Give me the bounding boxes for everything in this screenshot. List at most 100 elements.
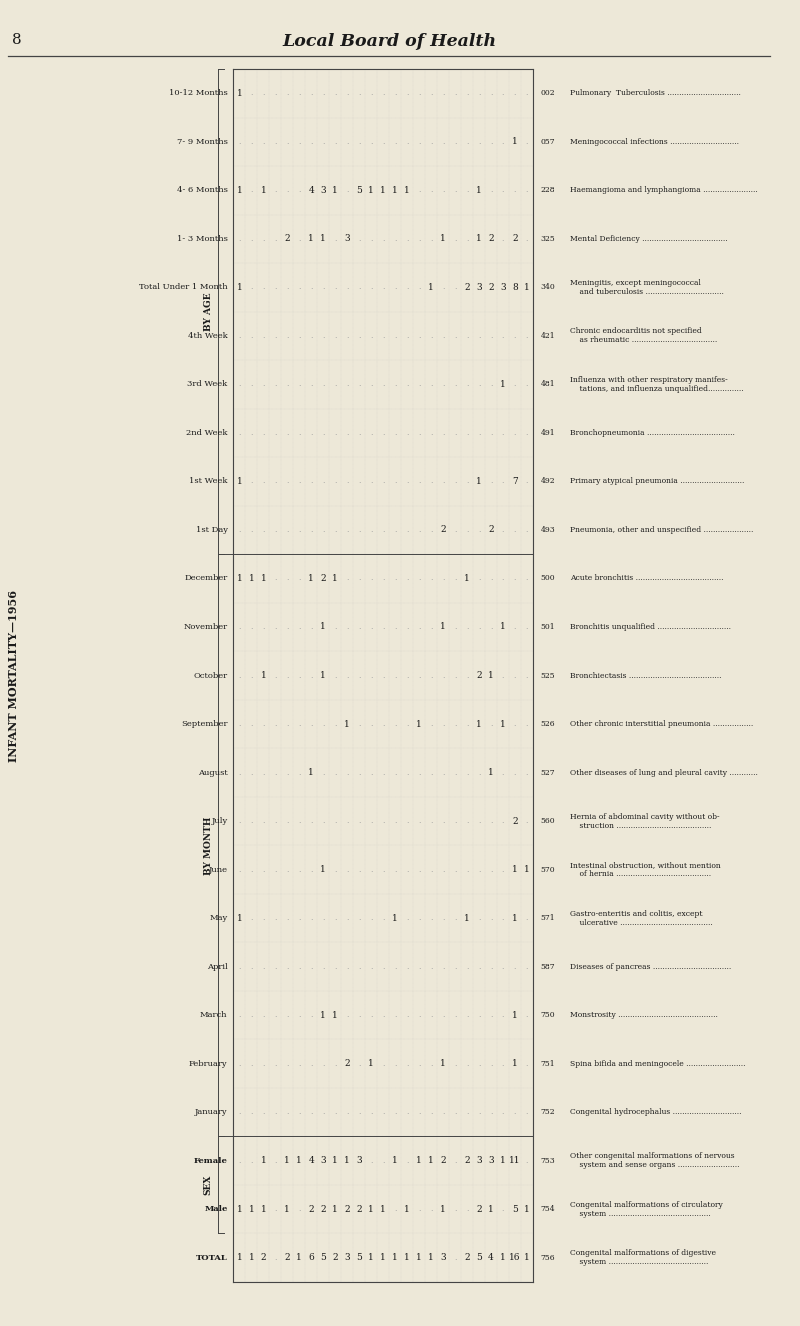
Text: .: . <box>358 671 360 679</box>
Text: .: . <box>418 284 420 292</box>
Text: .: . <box>298 817 301 825</box>
Text: .: . <box>478 332 480 339</box>
Text: .: . <box>274 1109 277 1116</box>
Text: 1: 1 <box>488 671 494 680</box>
Text: .: . <box>454 769 456 777</box>
Text: .: . <box>334 428 337 436</box>
Text: .: . <box>334 138 337 146</box>
Text: .: . <box>514 89 516 97</box>
Text: .: . <box>502 866 504 874</box>
Text: .: . <box>502 526 504 534</box>
Text: .: . <box>454 526 456 534</box>
Text: .: . <box>442 332 444 339</box>
Text: 4: 4 <box>308 1156 314 1166</box>
Text: .: . <box>526 769 528 777</box>
Text: 5: 5 <box>512 1205 518 1213</box>
Text: .: . <box>466 89 468 97</box>
Text: .: . <box>322 332 325 339</box>
Text: .: . <box>502 574 504 582</box>
Text: .: . <box>334 477 337 485</box>
Text: 1: 1 <box>261 186 266 195</box>
Text: .: . <box>286 477 289 485</box>
Text: .: . <box>286 526 289 534</box>
Text: .: . <box>322 914 325 922</box>
Text: .: . <box>430 477 432 485</box>
Text: .: . <box>490 720 492 728</box>
Text: .: . <box>238 381 241 389</box>
Text: .: . <box>286 284 289 292</box>
Text: .: . <box>478 817 480 825</box>
Text: .: . <box>454 1205 456 1213</box>
Text: .: . <box>502 1012 504 1020</box>
Text: .: . <box>286 720 289 728</box>
Text: .: . <box>490 574 492 582</box>
Text: .: . <box>334 381 337 389</box>
Text: 2: 2 <box>464 282 470 292</box>
Text: .: . <box>346 186 348 195</box>
Text: .: . <box>478 914 480 922</box>
Text: .: . <box>526 235 528 243</box>
Text: .: . <box>514 769 516 777</box>
Text: 1: 1 <box>261 1156 266 1166</box>
Text: July: July <box>211 817 227 825</box>
Text: .: . <box>442 1109 444 1116</box>
Text: .: . <box>334 89 337 97</box>
Text: .: . <box>262 623 265 631</box>
Text: BY AGE: BY AGE <box>204 292 213 332</box>
Text: .: . <box>406 332 408 339</box>
Text: .: . <box>358 963 360 971</box>
Text: .: . <box>430 769 432 777</box>
Text: .: . <box>490 138 492 146</box>
Text: 527: 527 <box>541 769 555 777</box>
Text: 1: 1 <box>332 574 338 583</box>
Text: .: . <box>406 671 408 679</box>
Text: May: May <box>210 914 227 922</box>
Text: .: . <box>262 1059 265 1067</box>
Text: 3: 3 <box>321 186 326 195</box>
Text: 1: 1 <box>404 1205 410 1213</box>
Text: 1: 1 <box>320 865 326 874</box>
Text: .: . <box>370 138 372 146</box>
Text: 7: 7 <box>512 477 518 485</box>
Text: 2: 2 <box>321 574 326 583</box>
Text: .: . <box>274 574 277 582</box>
Text: .: . <box>466 477 468 485</box>
Text: .: . <box>382 284 384 292</box>
Text: 1: 1 <box>392 914 398 923</box>
Text: 1: 1 <box>428 1156 434 1166</box>
Text: .: . <box>454 235 456 243</box>
Text: .: . <box>418 1012 420 1020</box>
Text: .: . <box>466 963 468 971</box>
Text: .: . <box>274 866 277 874</box>
Text: .: . <box>466 186 468 195</box>
Text: .: . <box>286 89 289 97</box>
Text: .: . <box>322 1109 325 1116</box>
Text: .: . <box>262 332 265 339</box>
Text: .: . <box>394 817 396 825</box>
Text: .: . <box>490 1059 492 1067</box>
Text: .: . <box>430 623 432 631</box>
Text: .: . <box>418 235 420 243</box>
Text: .: . <box>334 720 337 728</box>
Text: .: . <box>370 89 372 97</box>
Text: 10-12 Months: 10-12 Months <box>169 89 227 97</box>
Text: .: . <box>466 720 468 728</box>
Text: Meningitis, except meningococcal
    and tuberculosis ..........................: Meningitis, except meningococcal and tub… <box>570 278 724 296</box>
Text: .: . <box>358 284 360 292</box>
Text: 1: 1 <box>512 914 518 923</box>
Text: .: . <box>370 720 372 728</box>
Text: .: . <box>286 914 289 922</box>
Text: 2: 2 <box>488 525 494 534</box>
Text: .: . <box>478 623 480 631</box>
Text: 1: 1 <box>476 720 482 728</box>
Text: .: . <box>430 186 432 195</box>
Text: .: . <box>430 332 432 339</box>
Text: .: . <box>442 866 444 874</box>
Text: INFANT MORTALITY—1956: INFANT MORTALITY—1956 <box>8 590 19 761</box>
Text: .: . <box>358 332 360 339</box>
Text: .: . <box>466 1109 468 1116</box>
Text: .: . <box>442 1012 444 1020</box>
Text: .: . <box>310 866 313 874</box>
Text: 2: 2 <box>440 1156 446 1166</box>
Text: .: . <box>250 963 253 971</box>
